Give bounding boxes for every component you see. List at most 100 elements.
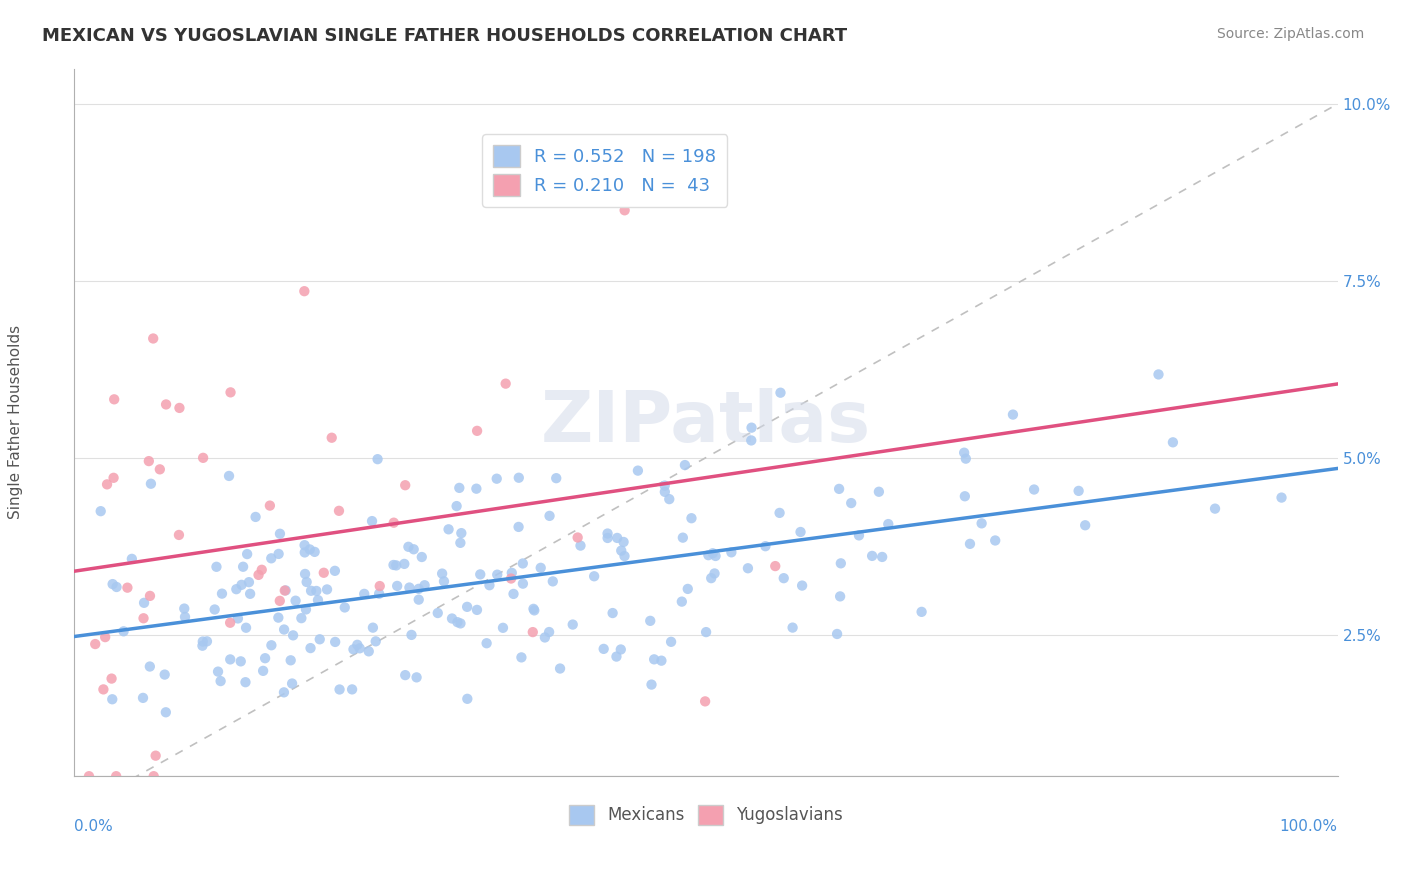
Point (367, 452, 389, 467)
Point (267, 610, 290, 624)
Point (329, 682, 352, 697)
Point (385, 579, 408, 593)
Point (103, 471, 125, 485)
Point (848, 528, 870, 542)
Point (1161, 435, 1184, 450)
Point (323, 635, 346, 649)
Point (254, 651, 277, 665)
Point (173, 601, 195, 615)
Point (167, 528, 190, 542)
Point (638, 614, 661, 628)
Point (737, 561, 759, 575)
Point (501, 572, 523, 586)
Point (627, 464, 650, 478)
Point (446, 499, 468, 513)
Point (364, 634, 387, 648)
Point (673, 458, 696, 472)
Point (250, 563, 273, 577)
Point (546, 471, 568, 485)
Point (229, 654, 252, 668)
Point (101, 692, 124, 706)
Point (495, 376, 517, 391)
Point (695, 625, 717, 640)
Point (702, 546, 724, 560)
Point (191, 634, 214, 648)
Point (405, 670, 427, 684)
Point (132, 596, 155, 610)
Point (658, 492, 681, 507)
Point (583, 569, 606, 583)
Point (231, 578, 253, 592)
Point (567, 531, 589, 545)
Point (650, 654, 672, 668)
Point (280, 653, 302, 667)
Point (145, 748, 167, 763)
Point (610, 642, 633, 657)
Point (394, 557, 416, 571)
Point (613, 549, 636, 563)
Point (398, 581, 420, 595)
Point (349, 641, 371, 656)
Point (768, 506, 790, 520)
Point (534, 631, 557, 645)
Point (654, 484, 676, 499)
Point (450, 526, 472, 541)
Point (470, 567, 492, 582)
Point (169, 401, 191, 415)
Point (385, 558, 408, 573)
Point (304, 545, 326, 559)
Point (260, 551, 283, 566)
Legend: Mexicans, Yugoslavians: Mexicans, Yugoslavians (562, 797, 849, 831)
Point (740, 434, 762, 448)
Point (340, 682, 363, 697)
Y-axis label: Single Father Households: Single Father Households (8, 326, 22, 519)
Point (117, 581, 139, 595)
Point (132, 611, 155, 625)
Point (700, 571, 723, 585)
Point (1067, 483, 1090, 498)
Point (605, 649, 627, 664)
Point (321, 431, 343, 445)
Point (1147, 368, 1170, 382)
Point (910, 605, 932, 619)
Point (602, 606, 624, 620)
Point (1074, 518, 1097, 533)
Point (433, 574, 456, 589)
Point (790, 578, 813, 592)
Point (368, 587, 391, 601)
Point (538, 508, 561, 523)
Point (492, 621, 515, 635)
Point (695, 694, 717, 708)
Point (970, 516, 993, 531)
Point (613, 535, 636, 549)
Point (236, 547, 259, 561)
Point (112, 624, 135, 639)
Point (654, 478, 676, 492)
Point (522, 602, 544, 616)
Point (219, 615, 242, 630)
Point (741, 420, 763, 434)
Point (239, 587, 262, 601)
Point (316, 582, 339, 597)
Point (101, 577, 124, 591)
Point (430, 566, 453, 581)
Text: Source: ZipAtlas.com: Source: ZipAtlas.com (1216, 27, 1364, 41)
Point (247, 568, 270, 582)
Point (1204, 501, 1226, 516)
Point (211, 587, 233, 601)
Point (465, 424, 488, 438)
Point (984, 533, 1007, 548)
Point (953, 446, 976, 460)
Point (538, 625, 561, 640)
Point (769, 385, 792, 400)
Point (643, 652, 665, 666)
Point (105, 769, 128, 783)
Text: 0.0%: 0.0% (73, 819, 112, 834)
Point (84, 637, 107, 651)
Point (592, 641, 614, 656)
Point (413, 578, 436, 592)
Point (676, 582, 699, 596)
Point (478, 578, 501, 592)
Point (456, 599, 478, 614)
Point (346, 638, 368, 652)
